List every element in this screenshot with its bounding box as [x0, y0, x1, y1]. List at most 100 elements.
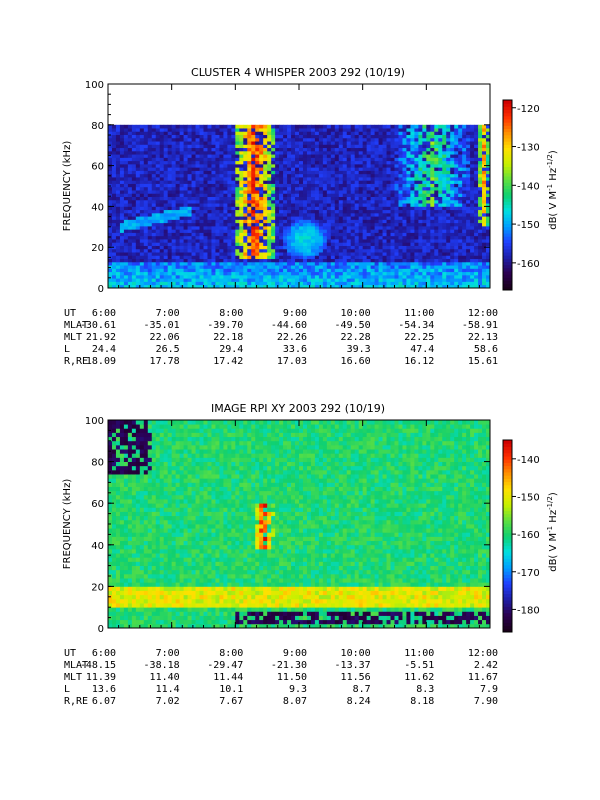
spectrogram-cell — [346, 219, 352, 224]
spectrogram-cell — [171, 150, 177, 155]
spectrogram-cell — [414, 225, 419, 230]
spectrogram-cell — [354, 255, 360, 260]
spectrogram-cell — [247, 248, 252, 253]
spectrogram-cell — [299, 225, 304, 230]
spectrogram-cell — [291, 163, 296, 168]
spectrogram-cell — [163, 144, 169, 149]
spectrogram-cell — [159, 183, 165, 188]
spectrogram-cell — [402, 167, 407, 171]
spectrogram-cell — [259, 173, 264, 178]
spectrogram-cell — [275, 209, 280, 214]
spectrogram-cell — [438, 137, 443, 142]
spectrogram-cell — [119, 199, 125, 204]
spectrogram-cell — [263, 281, 268, 286]
spectrogram-cell — [366, 137, 372, 142]
spectrogram-cell — [322, 252, 328, 256]
spectrogram-cell — [251, 160, 256, 165]
spectrogram-cell — [183, 163, 188, 168]
spectrogram-cell — [255, 206, 260, 211]
spectrogram-cell — [151, 268, 157, 273]
spectrogram-cell — [342, 281, 348, 286]
spectrogram-cell — [231, 177, 236, 181]
spectrogram-cell — [235, 261, 240, 266]
spectrogram-cell — [322, 193, 328, 197]
spectrogram-cell — [123, 212, 129, 217]
spectrogram-cell — [235, 255, 240, 260]
spectrogram-cell — [374, 281, 379, 286]
spectrogram-cell — [326, 180, 332, 184]
spectrogram-cell — [470, 154, 475, 158]
spectrogram-cell — [390, 144, 395, 149]
spectrogram-cell — [338, 271, 344, 276]
spectrogram-cell — [151, 157, 157, 162]
spectrogram-cell — [342, 147, 348, 152]
spectrogram-cell — [358, 203, 364, 207]
spectrogram-cell — [326, 124, 332, 129]
spectrogram-cell — [279, 239, 284, 243]
spectrogram-cell — [386, 180, 391, 184]
spectrogram-cell — [386, 199, 391, 204]
spectrogram-cell — [219, 160, 224, 165]
spectrogram-cell — [279, 255, 284, 260]
spectrogram-cell — [203, 232, 208, 237]
spectrogram-cell — [283, 190, 288, 194]
spectrogram-cell — [108, 206, 113, 211]
spectrogram-cell — [127, 183, 133, 188]
spectrogram-cell — [115, 258, 121, 263]
spectrogram-cell — [151, 170, 157, 175]
spectrogram-cell — [163, 173, 169, 178]
spectrogram-cell — [147, 222, 153, 227]
spectrogram-cell — [291, 284, 296, 289]
spectrogram-cell — [199, 173, 204, 178]
spectrogram-cell — [306, 225, 312, 230]
spectrogram-cell — [211, 258, 216, 263]
spectrogram-cell — [191, 216, 196, 220]
spectrogram-cell — [482, 209, 487, 214]
spectrogram-cell — [466, 261, 471, 266]
spectrogram-cell — [322, 219, 328, 224]
spectrogram-cell — [215, 199, 220, 204]
spectrogram-cell — [370, 278, 376, 282]
spectrogram-cell — [299, 261, 304, 266]
spectrogram-cell — [470, 212, 475, 217]
spectrogram-cell — [219, 203, 224, 207]
spectrogram-cell — [434, 186, 439, 191]
spectrogram-cell — [239, 235, 244, 240]
spectrogram-cell — [366, 167, 372, 171]
spectrogram-cell — [267, 284, 272, 289]
spectrogram-cell — [263, 190, 268, 194]
spectrogram-cell — [482, 212, 487, 217]
spectrogram-cell — [283, 258, 288, 263]
colorbar-swatch — [503, 261, 512, 266]
spectrogram-cell — [414, 278, 419, 282]
spectrogram-cell — [219, 248, 224, 253]
spectrogram-cell — [255, 278, 260, 282]
spectrogram-cell — [271, 232, 276, 237]
spectrogram-cell — [350, 203, 356, 207]
spectrogram-cell — [386, 203, 391, 207]
spectrogram-cell — [450, 128, 455, 132]
spectrogram-cell — [482, 170, 487, 175]
spectrogram-cell — [151, 265, 157, 269]
colorbar-tick-label: -140 — [517, 181, 540, 192]
spectrogram-cell — [195, 258, 200, 263]
spectrogram-cell — [422, 242, 427, 246]
spectrogram-cell — [350, 271, 356, 276]
spectrogram-cell — [291, 222, 296, 227]
spectrogram-cell — [486, 252, 491, 256]
spectrogram-cell — [446, 167, 451, 171]
spectrogram-cell — [287, 229, 292, 233]
spectrogram-cell — [127, 141, 133, 145]
spectrogram-cell — [267, 245, 272, 250]
spectrogram-cell — [135, 252, 141, 256]
spectrogram-cell — [486, 274, 491, 279]
spectrogram-cell — [466, 203, 471, 207]
spectrogram-cell — [119, 232, 125, 237]
spectrogram-cell — [382, 274, 387, 279]
spectrogram-cell — [199, 137, 204, 142]
spectrogram-cell — [306, 212, 312, 217]
spectrogram-cell — [119, 278, 125, 282]
spectrogram-cell — [370, 137, 376, 142]
spectrogram-cell — [239, 150, 244, 155]
spectrogram-cell — [143, 242, 149, 246]
